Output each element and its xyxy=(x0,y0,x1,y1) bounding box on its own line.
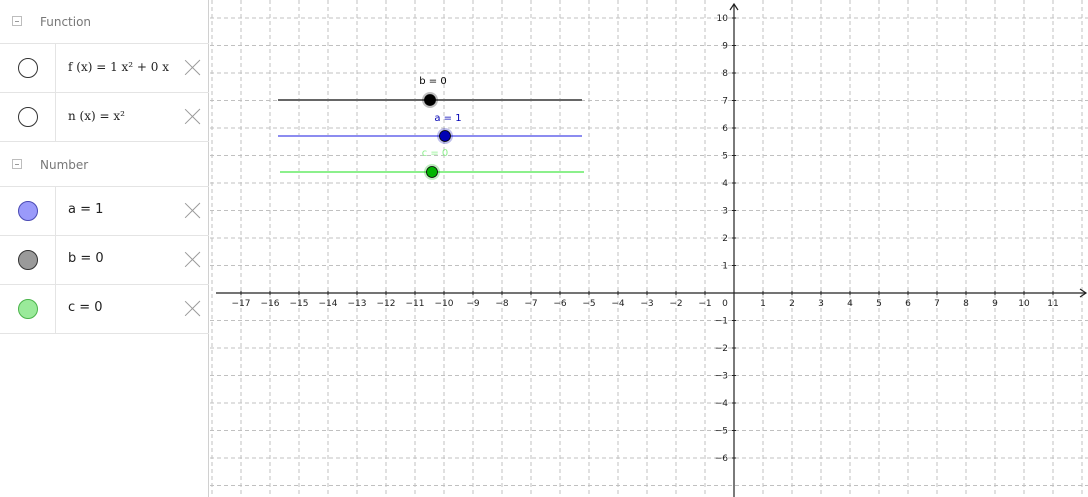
collapse-icon[interactable] xyxy=(12,16,22,26)
delete-icon[interactable] xyxy=(184,201,202,219)
algebra-view: Function f (x) = 1 x² + 0 x n (x) = x² N… xyxy=(0,0,209,497)
x-tick-label: −13 xyxy=(348,299,367,309)
visibility-toggle-f[interactable] xyxy=(18,58,38,78)
slider-knob-b[interactable] xyxy=(424,94,436,106)
slider-label-c: c = 0 xyxy=(422,148,449,159)
delete-icon[interactable] xyxy=(184,250,202,268)
x-tick-label: 1 xyxy=(760,299,766,309)
x-tick-label: −12 xyxy=(377,299,396,309)
visibility-toggle-a[interactable] xyxy=(18,201,38,221)
x-tick-label: 8 xyxy=(963,299,969,309)
visibility-toggle-b[interactable] xyxy=(18,250,38,270)
y-tick-label: −1 xyxy=(715,317,728,327)
x-tick-label: −17 xyxy=(232,299,251,309)
coordinate-plane[interactable]: −17 −16 −15 −14 −13 −12 −11 −10 −9 −8 −7 −6 −5 −4 −3 −2… xyxy=(210,0,1088,497)
slider-knob-c[interactable] xyxy=(426,166,438,178)
x-axis-arrow xyxy=(1079,288,1088,298)
x-tick-label: −5 xyxy=(582,299,595,309)
x-tick-label: −7 xyxy=(524,299,537,309)
x-tick-label: −10 xyxy=(435,299,454,309)
x-tick-label: −3 xyxy=(640,299,653,309)
definition-f[interactable]: f (x) = 1 x² + 0 x xyxy=(68,60,169,74)
definition-n[interactable]: n (x) = x² xyxy=(68,109,125,123)
x-tick-label: 9 xyxy=(992,299,998,309)
y-tick-label: −6 xyxy=(715,454,729,464)
marker-cell xyxy=(0,44,56,92)
x-tick-label: −6 xyxy=(553,299,567,309)
y-axis-arrow xyxy=(729,2,739,11)
definition-b[interactable]: b = 0 xyxy=(68,251,104,266)
algebra-item-f[interactable]: f (x) = 1 x² + 0 x xyxy=(0,44,209,93)
algebra-item-n[interactable]: n (x) = x² xyxy=(0,93,209,142)
algebra-item-b[interactable]: b = 0 xyxy=(0,236,209,285)
delete-icon[interactable] xyxy=(184,107,202,125)
x-tick-label: 7 xyxy=(934,299,940,309)
slider-label-a: a = 1 xyxy=(434,113,461,124)
x-tick-label: −9 xyxy=(466,299,480,309)
slider-knob-a[interactable] xyxy=(439,130,451,142)
x-tick-label: 11 xyxy=(1047,299,1058,309)
y-tick-label: 1 xyxy=(722,262,728,272)
y-tick-label: −4 xyxy=(715,399,729,409)
y-tick-label: 10 xyxy=(717,14,729,24)
visibility-toggle-c[interactable] xyxy=(18,299,38,319)
x-tick-label: 3 xyxy=(818,299,824,309)
y-tick-label: 6 xyxy=(722,124,728,134)
y-tick-label: 5 xyxy=(722,152,728,162)
group-label: Number xyxy=(40,158,89,172)
y-tick-label: 8 xyxy=(722,69,728,79)
x-tick-label: 0 xyxy=(722,299,728,309)
x-tick-label: −1 xyxy=(698,299,711,309)
delete-icon[interactable] xyxy=(184,299,202,317)
x-tick-label: −11 xyxy=(406,299,425,309)
y-tick-label: 2 xyxy=(722,234,728,244)
group-header-function[interactable]: Function xyxy=(0,0,209,44)
y-tick-label: 3 xyxy=(722,207,728,217)
group-label: Function xyxy=(40,15,92,29)
x-tick-label: −15 xyxy=(290,299,309,309)
collapse-icon[interactable] xyxy=(12,159,22,169)
y-tick-label: 4 xyxy=(722,179,728,189)
x-tick-label: −8 xyxy=(495,299,509,309)
visibility-toggle-n[interactable] xyxy=(18,107,38,127)
x-tick-label: −4 xyxy=(611,299,625,309)
y-tick-label: 9 xyxy=(722,42,728,52)
slider-label-b: b = 0 xyxy=(419,76,446,87)
y-tick-label: 7 xyxy=(722,97,728,107)
definition-a[interactable]: a = 1 xyxy=(68,202,104,217)
x-tick-label: 10 xyxy=(1018,299,1030,309)
marker-cell xyxy=(0,285,56,333)
delete-icon[interactable] xyxy=(184,58,202,76)
algebra-item-c[interactable]: c = 0 xyxy=(0,285,209,334)
x-tick-label: 4 xyxy=(847,299,853,309)
graphics-view[interactable]: −17 −16 −15 −14 −13 −12 −11 −10 −9 −8 −7 −6 −5 −4 −3 −2… xyxy=(210,0,1088,497)
marker-cell xyxy=(0,187,56,235)
x-tick-label: −16 xyxy=(261,299,280,309)
y-tick-label: −5 xyxy=(715,427,728,437)
y-tick-label: −3 xyxy=(715,372,728,382)
x-tick-label: 2 xyxy=(789,299,795,309)
definition-c[interactable]: c = 0 xyxy=(68,300,103,315)
algebra-item-a[interactable]: a = 1 xyxy=(0,187,209,236)
x-tick-label: 6 xyxy=(905,299,911,309)
marker-cell xyxy=(0,93,56,141)
x-tick-label: 5 xyxy=(876,299,882,309)
y-tick-label: −2 xyxy=(715,344,728,354)
marker-cell xyxy=(0,236,56,284)
x-tick-label: −2 xyxy=(669,299,682,309)
group-header-number[interactable]: Number xyxy=(0,143,209,187)
x-tick-label: −14 xyxy=(319,299,338,309)
